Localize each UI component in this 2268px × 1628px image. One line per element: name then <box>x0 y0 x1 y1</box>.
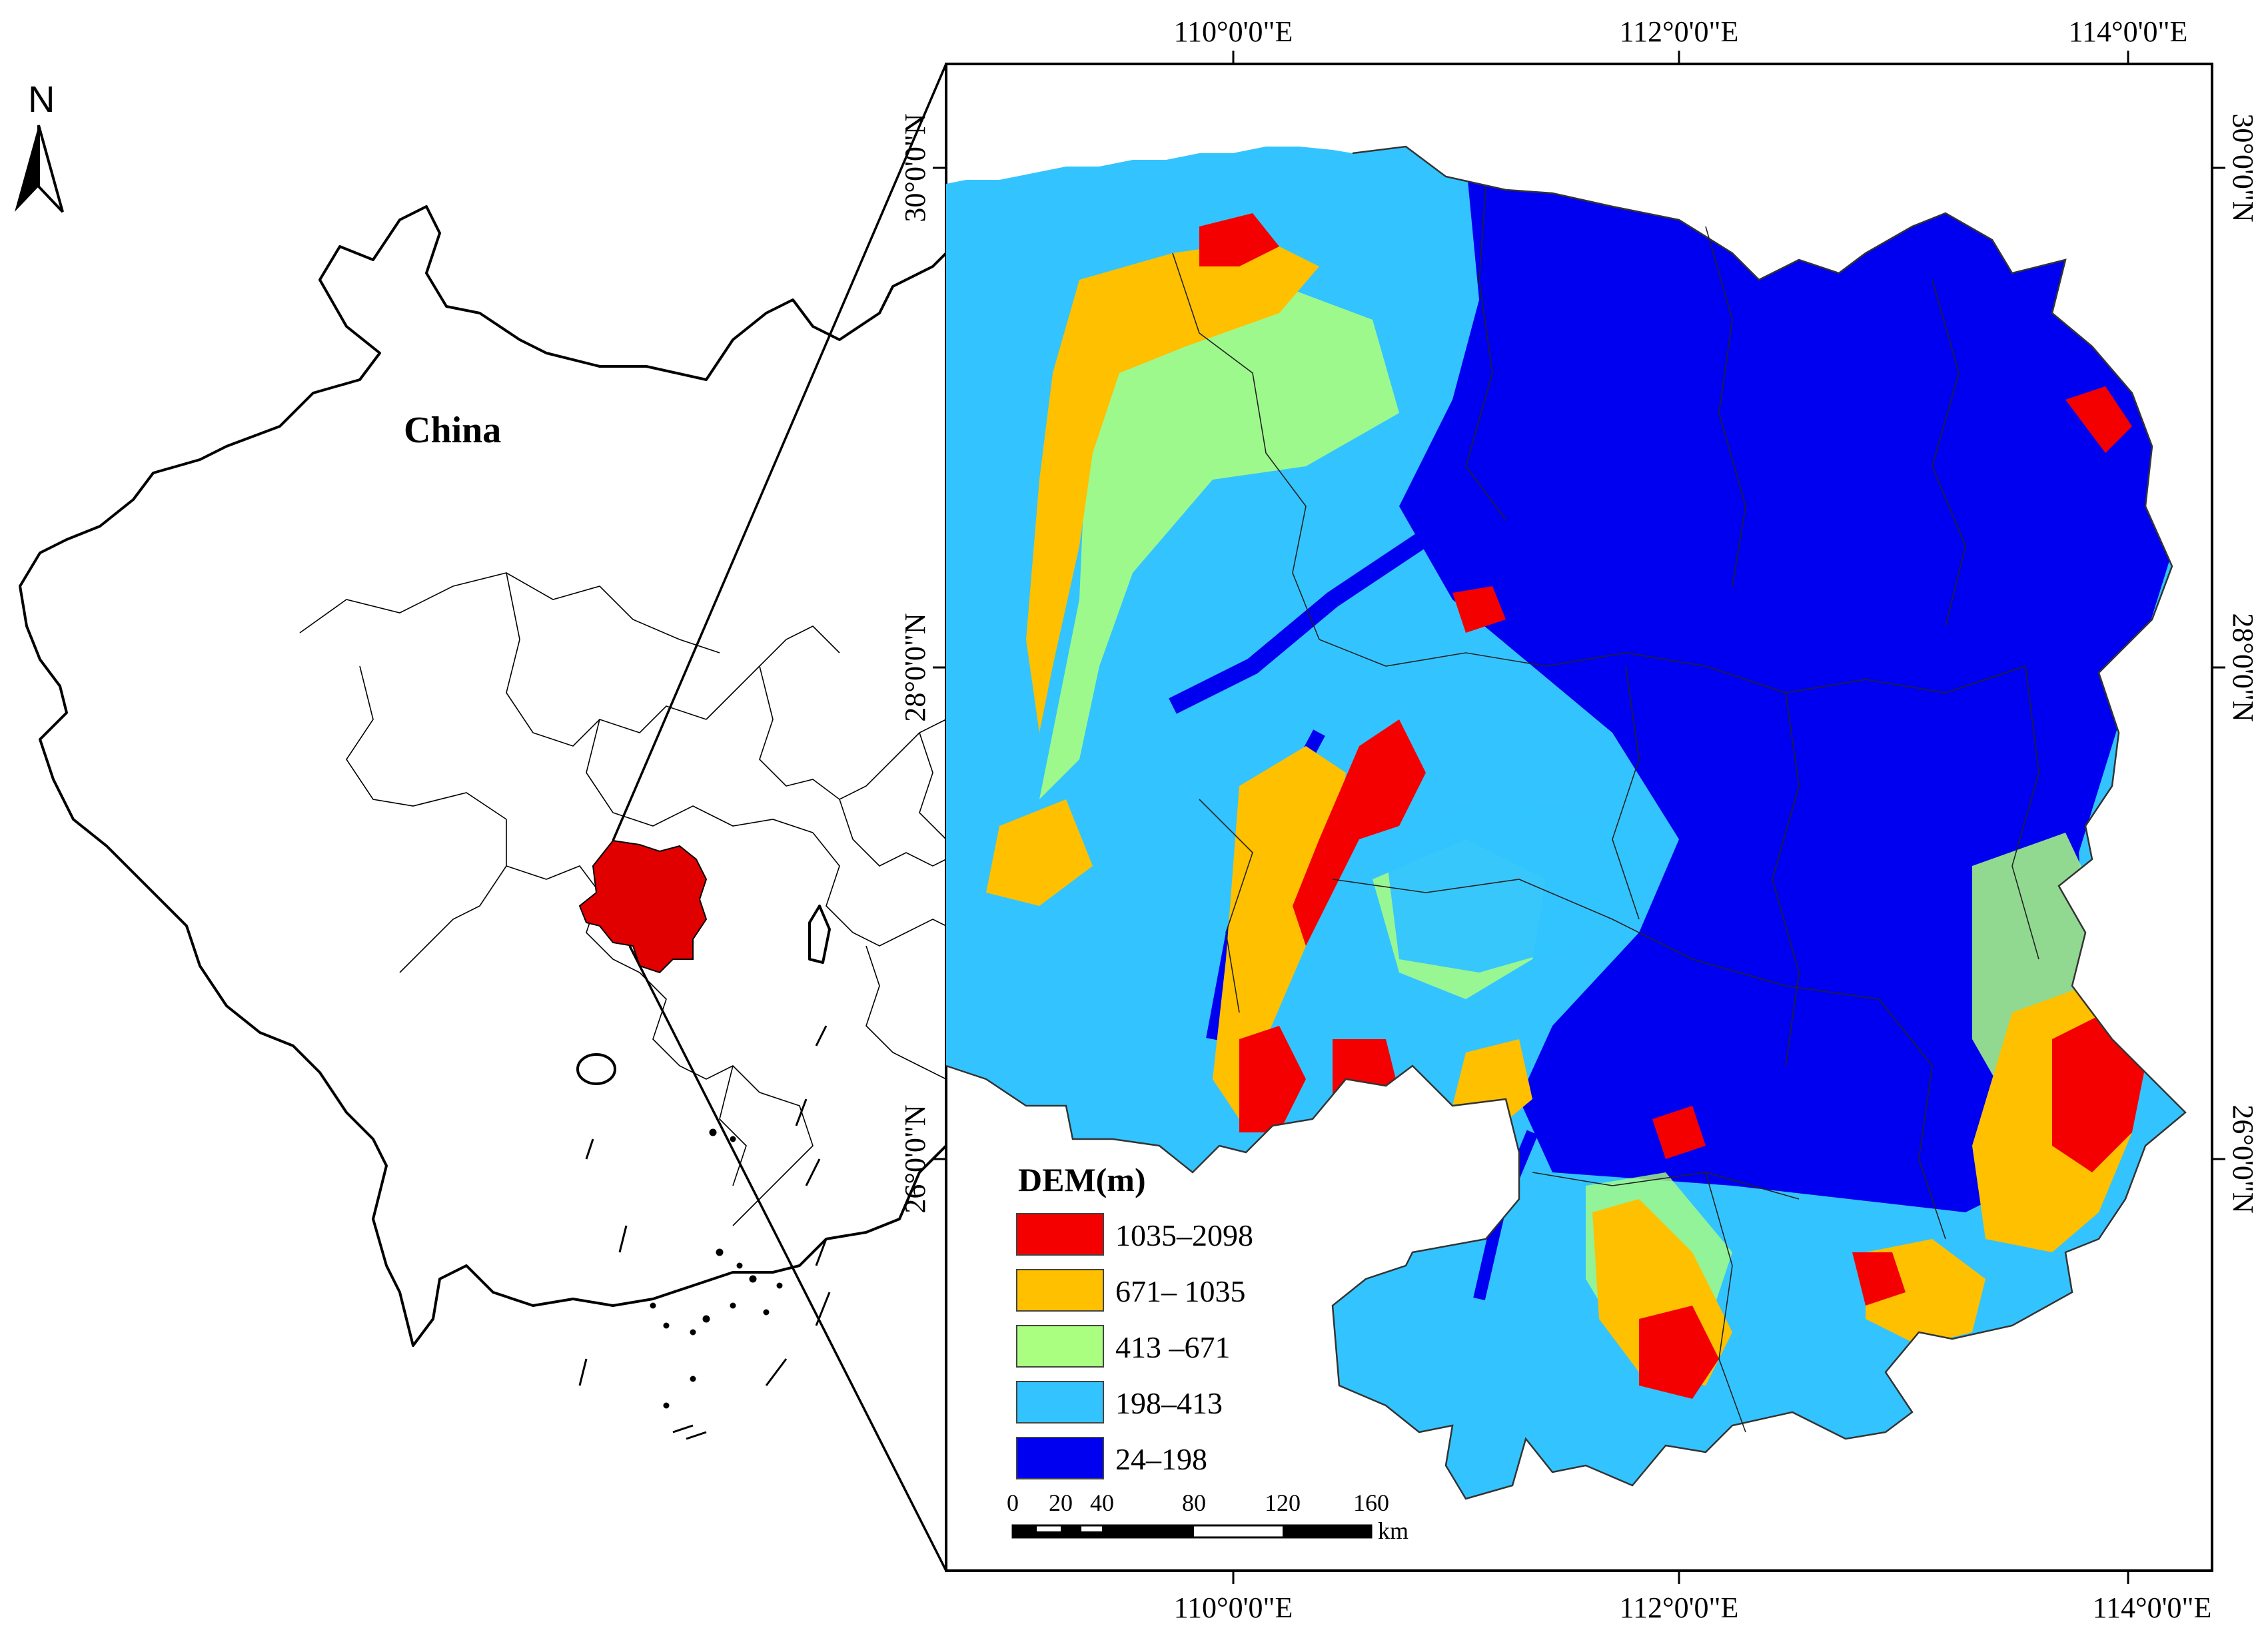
legend-swatch <box>1016 1269 1104 1312</box>
north-label: N <box>28 78 55 120</box>
scale-tick-label: 80 <box>1182 1489 1206 1516</box>
scale-bar: 0 20 40 80 120 160 km <box>1007 1489 1409 1544</box>
hunan-highlight <box>578 839 708 974</box>
bottom-tick-label: 114°0'0"E <box>2093 1591 2212 1624</box>
left-tick-label: 26°0'0"N <box>899 1104 931 1213</box>
legend-label: 671– 1035 <box>1115 1274 1246 1308</box>
legend-swatch <box>1016 1213 1104 1256</box>
top-tick-label: 114°0'0"E <box>2069 15 2188 48</box>
legend-title: DEM(m) <box>1018 1161 1146 1198</box>
legend-label: 24–198 <box>1115 1442 1207 1476</box>
top-tick-label: 110°0'0"E <box>1174 15 1293 48</box>
right-tick-label: 26°0'0"N <box>2227 1104 2259 1213</box>
legend: DEM(m) 1035–2098 671– 1035 413 –671 198–413… <box>1016 1161 1253 1479</box>
zoom-connector-lines <box>612 63 947 1571</box>
hunan-dem-map <box>945 145 2187 1500</box>
legend-swatch <box>1016 1325 1104 1368</box>
scale-tick-label: 0 <box>1007 1489 1019 1516</box>
scale-tick-label: 20 <box>1049 1489 1073 1516</box>
legend-swatch <box>1016 1437 1104 1479</box>
legend-swatch <box>1016 1381 1104 1424</box>
left-tick-label: 28°0'0"N <box>899 613 931 721</box>
legend-label: 413 –671 <box>1115 1330 1231 1364</box>
scale-tick-label: 160 <box>1353 1489 1389 1516</box>
north-arrow-icon <box>15 125 64 213</box>
north-arrow: N <box>15 78 64 213</box>
map-ticks <box>933 51 2225 1584</box>
left-tick-label: 30°0'0"N <box>899 113 931 222</box>
china-label: China <box>404 410 501 451</box>
scale-unit: km <box>1378 1517 1409 1544</box>
right-tick-label: 30°0'0"N <box>2227 113 2259 222</box>
bottom-tick-label: 110°0'0"E <box>1174 1591 1293 1624</box>
top-tick-label: 112°0'0"E <box>1620 15 1739 48</box>
right-tick-label: 28°0'0"N <box>2227 613 2259 721</box>
south-china-sea-islands <box>578 1025 831 1440</box>
scale-tick-label: 40 <box>1090 1489 1114 1516</box>
scale-tick-label: 120 <box>1265 1489 1301 1516</box>
legend-label: 198–413 <box>1115 1386 1223 1420</box>
legend-label: 1035–2098 <box>1115 1218 1253 1252</box>
bottom-tick-label: 112°0'0"E <box>1620 1591 1739 1624</box>
